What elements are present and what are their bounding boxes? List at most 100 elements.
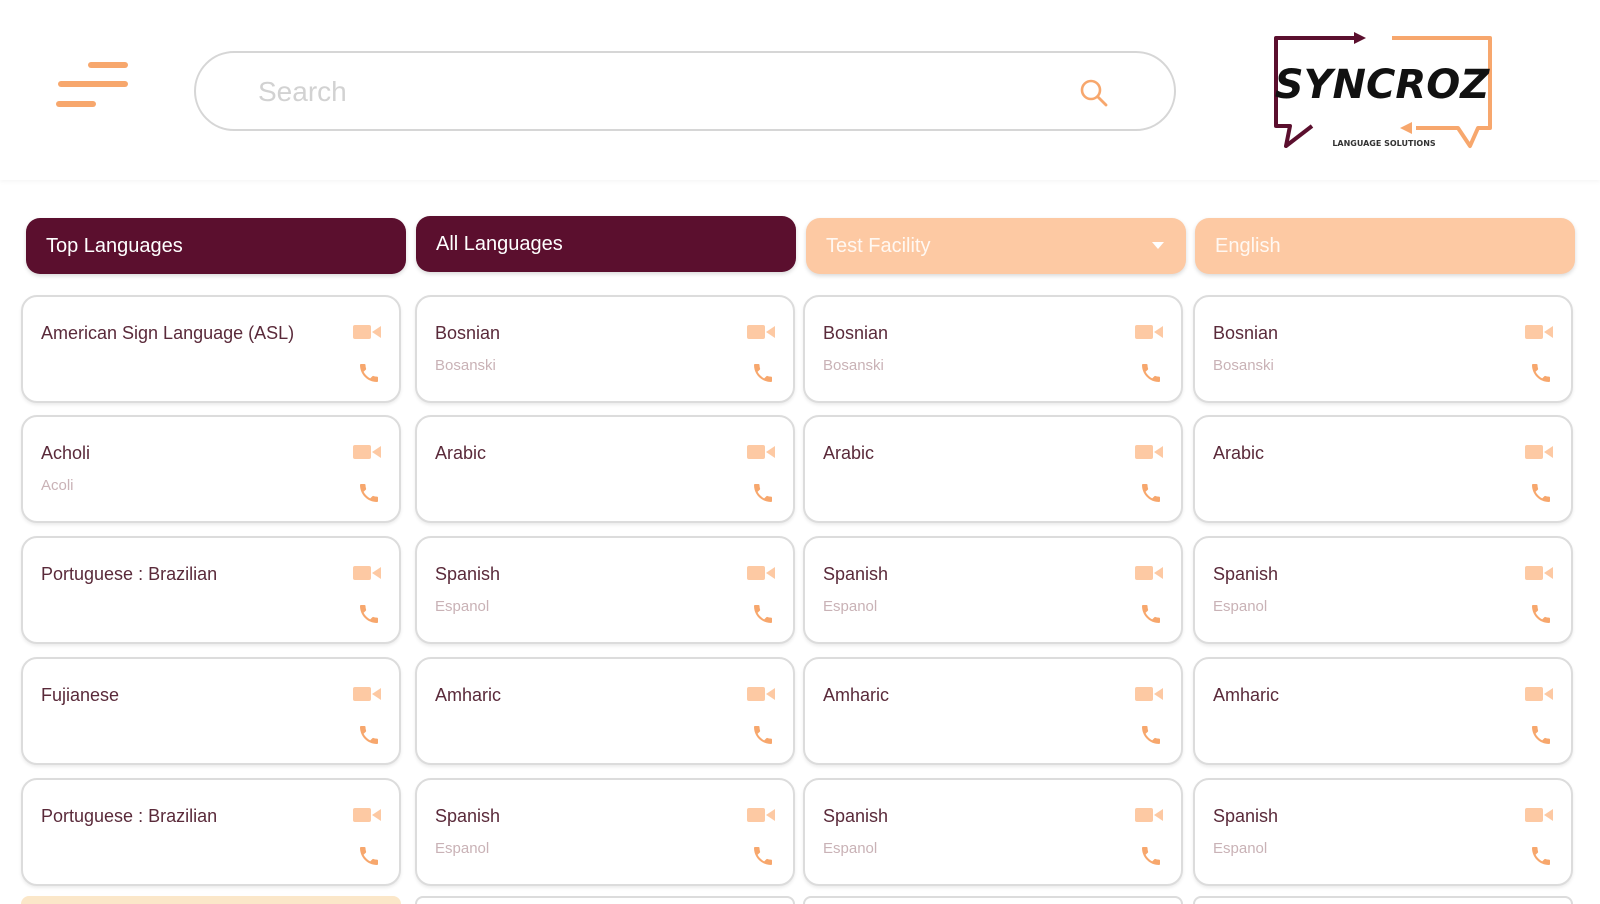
video-call-icon[interactable] [1135, 685, 1163, 703]
language-name: Bosnian [435, 323, 501, 343]
language-card[interactable]: Amharic [1193, 657, 1573, 765]
phone-icon[interactable] [1139, 481, 1163, 505]
language-native-name: Espanol [823, 840, 878, 857]
language-name: Amharic [823, 685, 890, 705]
phone-icon[interactable] [1139, 602, 1163, 626]
phone-icon[interactable] [1529, 844, 1553, 868]
language-card[interactable]: Spanish Espanol [415, 778, 795, 886]
language-native-name: Bosanski [435, 357, 496, 374]
language-card-partial[interactable] [415, 896, 795, 904]
search-icon[interactable] [1078, 77, 1110, 109]
facility-dropdown[interactable]: Test Facility [806, 218, 1186, 274]
language-card[interactable]: Amharic [415, 657, 795, 765]
language-card[interactable]: Arabic [1193, 415, 1573, 523]
search-input[interactable] [256, 69, 1040, 115]
all-languages-label: All Languages [436, 232, 563, 255]
video-call-icon[interactable] [747, 323, 775, 341]
phone-icon[interactable] [751, 602, 775, 626]
video-call-icon[interactable] [1135, 323, 1163, 341]
video-call-icon[interactable] [1525, 806, 1553, 824]
phone-icon[interactable] [1139, 723, 1163, 747]
chevron-down-icon [1152, 242, 1164, 249]
language-name: Portuguese : Brazilian [41, 806, 218, 826]
phone-icon[interactable] [357, 481, 381, 505]
language-card[interactable]: Arabic [415, 415, 795, 523]
video-call-icon[interactable] [747, 443, 775, 461]
phone-icon[interactable] [751, 844, 775, 868]
video-call-icon[interactable] [353, 443, 381, 461]
language-card[interactable]: Arabic [803, 415, 1183, 523]
language-name: Spanish [435, 806, 501, 826]
video-call-icon[interactable] [353, 564, 381, 582]
language-card[interactable]: American Sign Language (ASL) [21, 295, 401, 403]
language-name: Spanish [1213, 564, 1279, 584]
language-name: Fujianese [41, 685, 120, 705]
language-name: Bosnian [823, 323, 889, 343]
phone-icon[interactable] [1139, 844, 1163, 868]
language-card[interactable]: Spanish Espanol [1193, 536, 1573, 644]
language-card-partial[interactable] [803, 896, 1183, 904]
top-languages-button[interactable]: Top Languages [26, 218, 406, 274]
language-native-name: Espanol [1213, 840, 1268, 857]
language-name: Bosnian [1213, 323, 1279, 343]
video-call-icon[interactable] [1525, 323, 1553, 341]
phone-icon[interactable] [357, 361, 381, 385]
search-bar [194, 51, 1176, 131]
language-name: Portuguese : Brazilian [41, 564, 218, 584]
language-card[interactable]: Spanish Espanol [803, 778, 1183, 886]
video-call-icon[interactable] [1135, 564, 1163, 582]
phone-icon[interactable] [357, 844, 381, 868]
phone-icon[interactable] [1529, 361, 1553, 385]
language-card[interactable]: Bosnian Bosanski [803, 295, 1183, 403]
all-languages-button[interactable]: All Languages [416, 216, 796, 272]
logo-text: SYNCROZ [1275, 62, 1490, 108]
language-card[interactable]: Bosnian Bosanski [415, 295, 795, 403]
language-card[interactable]: Acholi Acoli [21, 415, 401, 523]
language-name: Spanish [435, 564, 501, 584]
app-header: SYNCROZ LANGUAGE SOLUTIONS [0, 0, 1600, 180]
language-native-name: Espanol [435, 598, 490, 615]
video-call-icon[interactable] [1135, 806, 1163, 824]
video-call-icon[interactable] [353, 685, 381, 703]
language-name: Spanish [823, 564, 889, 584]
video-call-icon[interactable] [1525, 443, 1553, 461]
menu-icon[interactable] [56, 60, 128, 116]
language-card[interactable]: Spanish Espanol [1193, 778, 1573, 886]
phone-icon[interactable] [357, 602, 381, 626]
phone-icon[interactable] [1529, 723, 1553, 747]
language-name: Spanish [823, 806, 889, 826]
video-call-icon[interactable] [1525, 685, 1553, 703]
language-card-partial[interactable] [21, 896, 401, 904]
phone-icon[interactable] [751, 361, 775, 385]
top-languages-label: Top Languages [46, 234, 183, 257]
phone-icon[interactable] [751, 481, 775, 505]
phone-icon[interactable] [1139, 361, 1163, 385]
language-name: Amharic [435, 685, 502, 705]
language-card-partial[interactable] [1193, 896, 1573, 904]
language-dropdown[interactable]: English [1195, 218, 1575, 274]
language-name: Arabic [435, 443, 487, 463]
language-card[interactable]: Amharic [803, 657, 1183, 765]
language-native-name: Acoli [41, 477, 74, 494]
phone-icon[interactable] [357, 723, 381, 747]
language-card[interactable]: Bosnian Bosanski [1193, 295, 1573, 403]
video-call-icon[interactable] [747, 806, 775, 824]
language-card[interactable]: Spanish Espanol [415, 536, 795, 644]
language-card[interactable]: Portuguese : Brazilian [21, 778, 401, 886]
video-call-icon[interactable] [1525, 564, 1553, 582]
language-card[interactable]: Spanish Espanol [803, 536, 1183, 644]
language-name: Spanish [1213, 806, 1279, 826]
language-native-name: Bosanski [823, 357, 884, 374]
video-call-icon[interactable] [353, 323, 381, 341]
video-call-icon[interactable] [747, 685, 775, 703]
video-call-icon[interactable] [747, 564, 775, 582]
video-call-icon[interactable] [353, 806, 381, 824]
phone-icon[interactable] [751, 723, 775, 747]
logo-tagline: LANGUAGE SOLUTIONS [1332, 139, 1436, 148]
phone-icon[interactable] [1529, 481, 1553, 505]
language-card[interactable]: Portuguese : Brazilian [21, 536, 401, 644]
phone-icon[interactable] [1529, 602, 1553, 626]
language-native-name: Bosanski [1213, 357, 1274, 374]
video-call-icon[interactable] [1135, 443, 1163, 461]
language-card[interactable]: Fujianese [21, 657, 401, 765]
